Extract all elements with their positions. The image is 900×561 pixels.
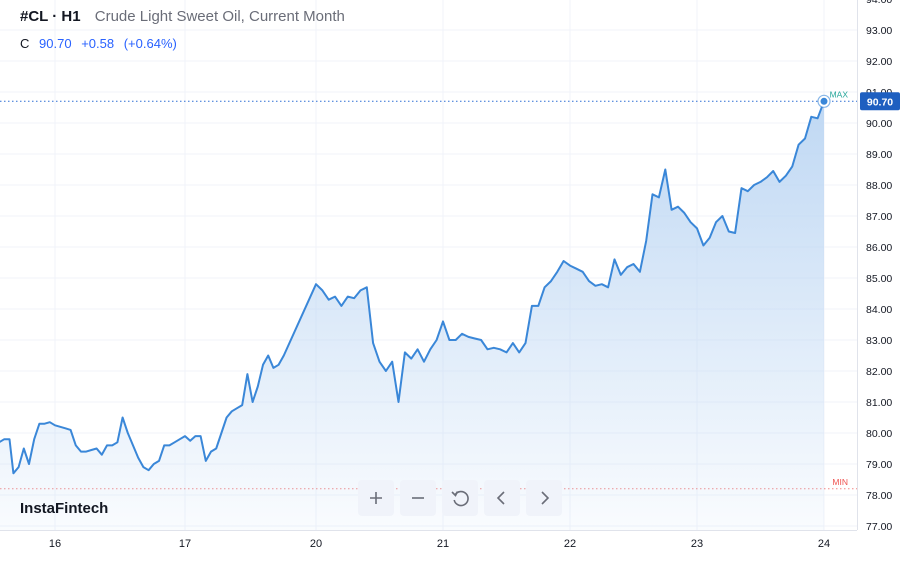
price-tick-label: 85.00 [866,273,892,285]
last-point [820,97,828,105]
price-tick-label: 79.00 [866,459,892,471]
time-tick-label: 24 [818,538,830,550]
reset-chart-button[interactable] [442,480,478,516]
last-price-marker [817,94,831,108]
scroll-right-button[interactable] [526,480,562,516]
close-value: 90.70 [39,36,72,51]
price-tick-label: 86.00 [866,242,892,254]
min-label: MIN [832,477,848,487]
price-tick-label: 94.00 [866,0,892,6]
zoom-in-button[interactable] [358,480,394,516]
chevron-right-icon [541,491,550,505]
symbol-header: #CL · H1 Crude Light Sweet Oil, Current … [20,8,345,25]
price-tick-label: 80.00 [866,428,892,440]
close-label: C [20,36,30,51]
symbol-label: #CL · H1 [20,8,81,25]
time-tick-label: 16 [49,538,61,550]
time-tick-label: 17 [179,538,191,550]
max-label: MAX [830,89,849,99]
plus-icon [370,492,382,504]
price-axis[interactable]: 77.00 78.00 79.00 80.00 81.00 82.00 83.00 84.00… [866,0,892,533]
price-badge-bg [860,92,900,111]
chevron-left-icon [496,491,505,505]
chart-toolbar [358,480,562,516]
zoom-out-button[interactable] [400,480,436,516]
price-tick-label: 89.00 [866,149,892,161]
scroll-left-button[interactable] [484,480,520,516]
change-percent: (+0.64%) [123,36,177,51]
time-axis[interactable]: 16 17 20 21 22 23 24 [49,538,830,550]
price-tick-label: 92.00 [866,56,892,68]
time-tick-label: 23 [691,538,703,550]
price-line [0,100,825,475]
price-tick-label: 90.00 [866,118,892,130]
price-tick-label: 77.00 [866,521,892,533]
minus-icon [412,497,424,499]
reset-icon [451,490,469,507]
price-tick-label: 93.00 [866,25,892,37]
ohlc-legend: C 90.70 +0.58 (+0.64%) [20,36,183,51]
price-badge-label: 90.70 [867,96,893,108]
time-tick-label: 22 [564,538,576,550]
price-tick-label: 87.00 [866,211,892,223]
price-tick-label: 83.00 [866,335,892,347]
instrument-name: Crude Light Sweet Oil, Current Month [94,8,345,25]
price-tick-label: 84.00 [866,304,892,316]
price-tick-label: 82.00 [866,366,892,378]
time-tick-label: 20 [310,538,322,550]
change-value: +0.58 [81,36,115,51]
brand-logo: InstaFintech [20,500,109,517]
price-tick-label: 78.00 [866,490,892,502]
price-tick-label: 81.00 [866,397,892,409]
last-price-badge: 90.70 [860,92,900,111]
price-tick-label: 88.00 [866,180,892,192]
price-area [0,101,824,530]
time-tick-label: 21 [437,538,449,550]
